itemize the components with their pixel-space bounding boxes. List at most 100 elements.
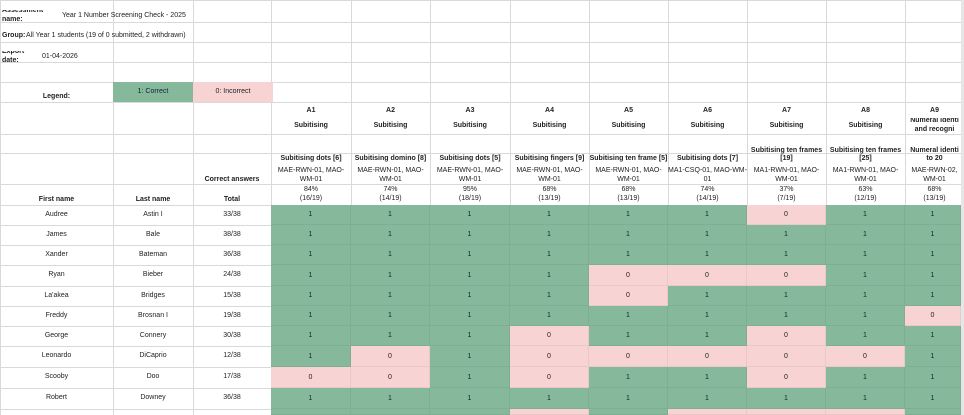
score-cell-partial [826, 409, 905, 415]
score-cell-partial [430, 409, 510, 415]
student-last-name: Bateman [138, 250, 168, 258]
score-cell: 1 [271, 346, 351, 367]
student-total: 36/38 [223, 250, 241, 258]
score-cell: 1 [510, 205, 589, 225]
student-total: 38/38 [223, 230, 241, 238]
score-cell: 1 [905, 388, 961, 409]
total-header: Total [223, 195, 241, 203]
question-code: A5 [624, 106, 633, 114]
student-total: 15/38 [223, 291, 241, 299]
question-strand: Subitising [373, 121, 408, 129]
question-title: Numeral identi to 20 [910, 146, 959, 163]
group-value: All Year 1 students (19 of 0 submitted, … [26, 31, 186, 39]
score-cell: 1 [430, 306, 510, 326]
student-total: 33/38 [223, 210, 241, 218]
score-cell: 1 [271, 245, 351, 265]
student-first-name: George [44, 331, 69, 339]
score-cell: 1 [351, 306, 430, 326]
question-strand: Subitising [769, 121, 804, 129]
score-cell: 1 [589, 205, 668, 225]
score-cell: 1 [905, 346, 961, 367]
score-cell: 1 [826, 306, 905, 326]
score-cell: 1 [905, 205, 961, 225]
question-outcomes: MAE-RWN-02, WM-01 [911, 167, 958, 183]
vertical-scrollbar[interactable] [961, 0, 964, 415]
score-cell: 1 [826, 388, 905, 409]
score-cell: 1 [668, 286, 747, 306]
score-cell: 1 [271, 306, 351, 326]
question-code: A6 [703, 106, 712, 114]
question-count: (14/19) [379, 195, 402, 203]
legend-correct: 1: Correct [113, 82, 193, 102]
grid-line [0, 0, 1, 415]
score-cell: 1 [271, 205, 351, 225]
score-cell: 0 [668, 346, 747, 367]
score-cell: 1 [430, 326, 510, 346]
score-cell: 1 [430, 245, 510, 265]
score-cell: 0 [351, 346, 430, 367]
assessment-name-label: Assessment name: [2, 10, 44, 22]
score-cell-partial [589, 409, 668, 415]
grid-line [0, 22, 964, 23]
score-cell: 0 [510, 346, 589, 367]
score-cell: 1 [430, 367, 510, 388]
score-cell: 1 [351, 286, 430, 306]
question-strand: Subitising [611, 121, 646, 129]
question-outcomes: MA1-CSQ-01, MAO-WM- 01 [668, 167, 747, 183]
group-label: Group: [2, 31, 26, 39]
score-cell: 1 [510, 306, 589, 326]
student-total: 30/38 [223, 331, 241, 339]
score-cell-partial [905, 409, 961, 415]
score-cell: 0 [589, 286, 668, 306]
score-cell: 1 [668, 245, 747, 265]
score-cell: 1 [668, 367, 747, 388]
score-cell: 0 [351, 367, 430, 388]
score-cell: 1 [668, 306, 747, 326]
question-count: (13/19) [538, 195, 561, 203]
grid-line [0, 42, 964, 43]
score-cell: 1 [826, 286, 905, 306]
student-first-name: Scooby [44, 373, 69, 381]
grid-line [0, 62, 964, 63]
question-strand: Subitising [294, 121, 328, 129]
grid-line [0, 0, 964, 1]
score-cell: 1 [905, 367, 961, 388]
score-cell: 0 [747, 346, 826, 367]
student-first-name: Freddy [45, 311, 68, 319]
grid-line [113, 0, 114, 415]
score-cell: 1 [905, 245, 961, 265]
score-cell: 1 [351, 265, 430, 286]
score-cell: 1 [905, 286, 961, 306]
score-cell: 1 [905, 225, 961, 245]
question-percent: 74% [383, 185, 398, 193]
score-cell: 0 [826, 346, 905, 367]
score-cell: 1 [271, 265, 351, 286]
student-first-name: Xander [45, 250, 68, 258]
score-cell: 1 [510, 265, 589, 286]
question-outcomes: MA1-RWN-01, MAO- WM-01 [832, 167, 899, 183]
student-last-name: Bale [145, 230, 160, 238]
score-cell: 1 [747, 245, 826, 265]
score-cell: 0 [747, 265, 826, 286]
score-cell: 1 [747, 388, 826, 409]
correct-answers-header: Correct answers [204, 175, 260, 183]
score-cell: 1 [589, 245, 668, 265]
score-cell: 1 [905, 265, 961, 286]
question-outcomes: MAE-RWN-01, MAO- WM-01 [436, 167, 504, 183]
student-first-name: Audree [45, 210, 68, 218]
score-cell: 1 [826, 326, 905, 346]
question-code: A8 [861, 106, 870, 114]
student-total: 24/38 [223, 271, 241, 279]
grid-line [0, 102, 964, 103]
student-last-name: Doo [146, 373, 160, 381]
question-outcomes: MAE-RWN-01, MAO- WM-01 [595, 167, 662, 183]
score-cell: 1 [430, 346, 510, 367]
score-cell: 0 [271, 367, 351, 388]
student-first-name: Ryan [48, 271, 65, 279]
export-date-value: 01-04-2026 [42, 52, 78, 60]
score-cell: 1 [271, 286, 351, 306]
question-count: (13/19) [923, 195, 946, 203]
question-percent: 68% [542, 185, 557, 193]
score-cell: 1 [589, 388, 668, 409]
